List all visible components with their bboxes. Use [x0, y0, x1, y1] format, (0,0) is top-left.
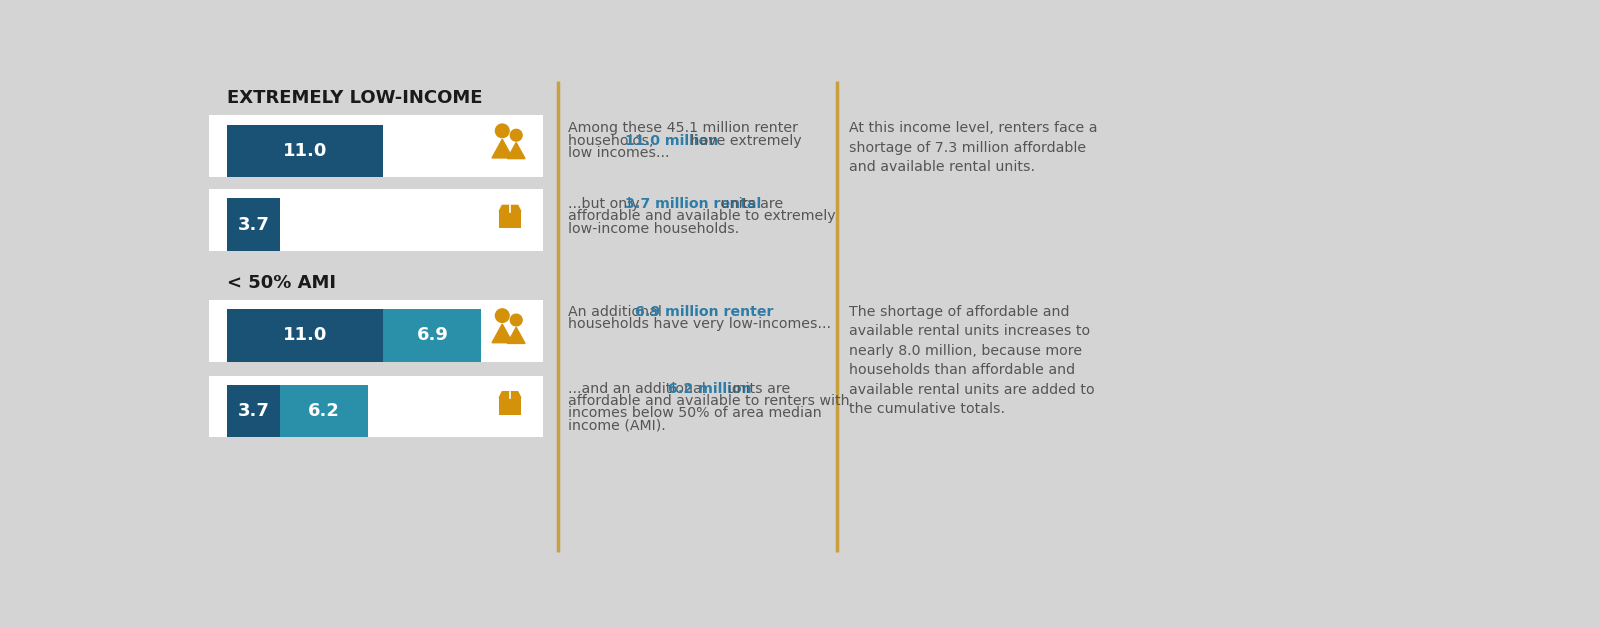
Text: units are: units are — [723, 382, 790, 396]
Circle shape — [510, 129, 522, 141]
Polygon shape — [499, 206, 522, 211]
FancyBboxPatch shape — [280, 385, 368, 437]
Text: units are: units are — [717, 197, 784, 211]
FancyBboxPatch shape — [210, 115, 544, 177]
Text: 6.9 million renter: 6.9 million renter — [635, 305, 773, 319]
Polygon shape — [507, 327, 525, 344]
Text: households have very low-incomes...: households have very low-incomes... — [568, 317, 830, 331]
FancyBboxPatch shape — [227, 385, 280, 437]
FancyBboxPatch shape — [227, 125, 384, 177]
Circle shape — [496, 124, 509, 137]
Text: An additional: An additional — [568, 305, 667, 319]
Text: incomes below 50% of area median: incomes below 50% of area median — [568, 406, 822, 420]
Text: 3.7: 3.7 — [237, 402, 269, 420]
Text: 6.2 million: 6.2 million — [667, 382, 752, 396]
Text: At this income level, renters face a
shortage of 7.3 million affordable
and avai: At this income level, renters face a sho… — [850, 122, 1098, 174]
Text: have extremely: have extremely — [686, 134, 802, 148]
FancyBboxPatch shape — [227, 309, 384, 362]
FancyBboxPatch shape — [210, 189, 544, 251]
Polygon shape — [499, 392, 522, 398]
Polygon shape — [493, 139, 512, 158]
FancyBboxPatch shape — [227, 198, 280, 251]
Text: ...and an additional: ...and an additional — [568, 382, 710, 396]
Polygon shape — [507, 142, 525, 159]
FancyBboxPatch shape — [384, 309, 482, 362]
FancyBboxPatch shape — [499, 398, 522, 415]
Text: 6.2: 6.2 — [307, 402, 339, 420]
Text: affordable and available to renters with: affordable and available to renters with — [568, 394, 850, 408]
Text: households,: households, — [568, 134, 658, 148]
Text: The shortage of affordable and
available rental units increases to
nearly 8.0 mi: The shortage of affordable and available… — [850, 305, 1094, 416]
FancyBboxPatch shape — [210, 376, 544, 437]
Text: Among these 45.1 million renter: Among these 45.1 million renter — [568, 122, 798, 135]
Text: 3.7 million rental: 3.7 million rental — [626, 197, 762, 211]
Text: affordable and available to extremely: affordable and available to extremely — [568, 209, 835, 223]
Text: EXTREMELY LOW-INCOME: EXTREMELY LOW-INCOME — [227, 89, 483, 107]
Text: ...but only: ...but only — [568, 197, 645, 211]
Circle shape — [510, 314, 522, 326]
Text: < 50% AMI: < 50% AMI — [227, 274, 336, 292]
Circle shape — [496, 309, 509, 322]
Text: low-income households.: low-income households. — [568, 221, 739, 236]
Text: 3.7: 3.7 — [237, 216, 269, 234]
FancyBboxPatch shape — [210, 300, 544, 362]
Text: low incomes...: low incomes... — [568, 146, 670, 160]
Text: income (AMI).: income (AMI). — [568, 419, 666, 433]
Text: 11.0: 11.0 — [283, 142, 328, 160]
Text: 11.0: 11.0 — [283, 327, 328, 344]
Text: 6.9: 6.9 — [416, 327, 448, 344]
Polygon shape — [493, 324, 512, 343]
Text: 11.0 million: 11.0 million — [626, 134, 718, 148]
FancyBboxPatch shape — [499, 211, 522, 228]
